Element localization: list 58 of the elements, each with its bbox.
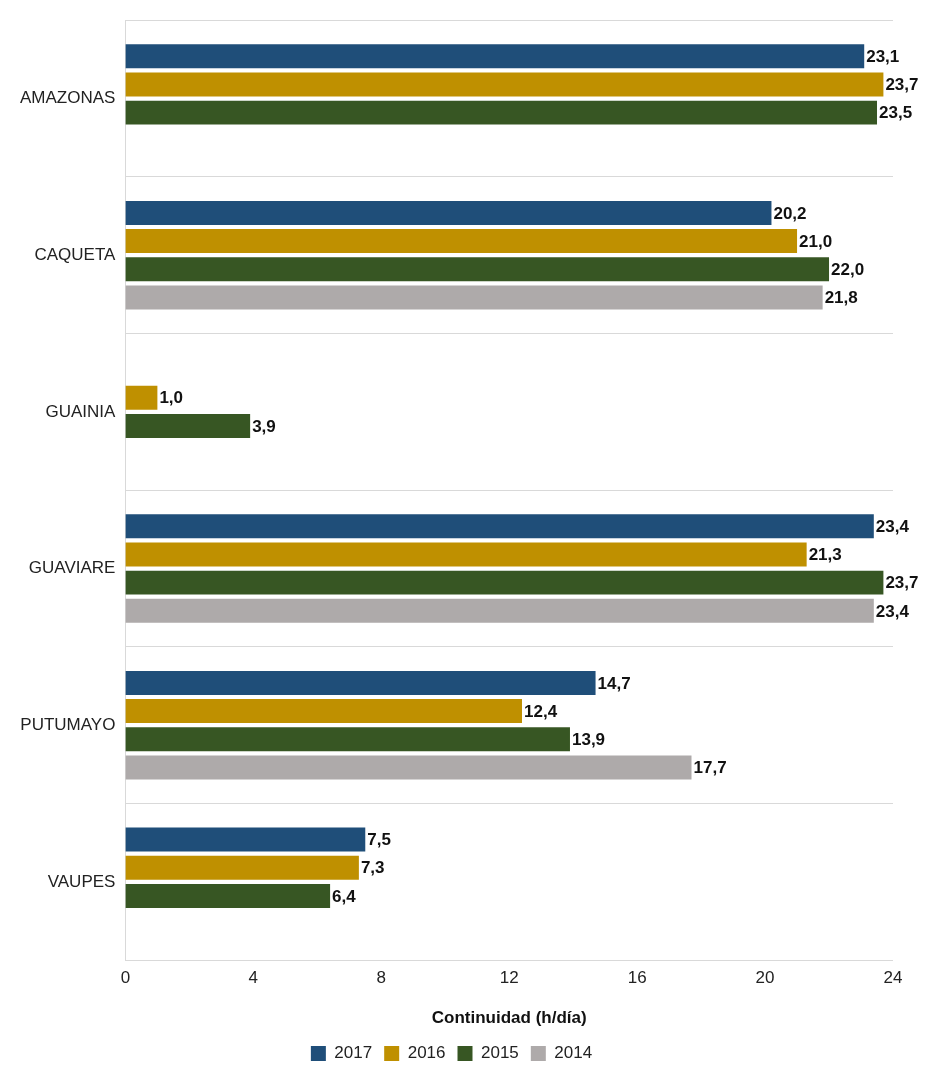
data-label: 23,1 (866, 46, 900, 66)
data-label: 21,8 (824, 288, 858, 308)
data-label: 7,3 (360, 858, 385, 878)
x-tick-label: 4 (248, 968, 259, 988)
data-label: 23,7 (885, 75, 919, 95)
bar (125, 385, 158, 410)
data-label: 21,0 (799, 231, 833, 251)
data-label: 14,7 (597, 673, 631, 693)
x-tick-label: 8 (376, 968, 386, 988)
x-tick-label: 16 (627, 968, 647, 988)
data-label: 17,7 (693, 758, 727, 778)
data-label: 20,2 (773, 203, 807, 223)
y-tick-label: GUAVIARE (28, 558, 116, 578)
data-label: 23,4 (875, 601, 910, 621)
bar (125, 883, 331, 908)
data-label: 22,0 (831, 259, 865, 279)
legend-label: 2015 (481, 1043, 519, 1063)
bar (125, 285, 823, 310)
legend-label: 2014 (554, 1043, 593, 1063)
bar (125, 257, 830, 282)
bar (125, 570, 884, 595)
x-tick-label: 12 (499, 968, 519, 988)
y-tick-label: CAQUETA (34, 244, 117, 264)
bar (125, 200, 772, 225)
bar (125, 670, 596, 695)
bar (125, 755, 692, 780)
data-label: 1,0 (159, 388, 184, 408)
data-label: 7,5 (367, 830, 391, 850)
bar (125, 72, 884, 97)
y-tick-label: VAUPES (47, 871, 116, 891)
bar (125, 229, 798, 254)
bar (125, 598, 874, 623)
bar (125, 100, 878, 125)
bar (125, 542, 807, 567)
y-tick-label: AMAZONAS (19, 88, 116, 108)
data-label: 23,7 (885, 573, 919, 593)
legend-label: 2016 (407, 1043, 446, 1063)
data-label: 23,5 (879, 103, 913, 123)
bar (125, 827, 366, 852)
bar (125, 44, 865, 69)
legend-label: 2017 (334, 1043, 373, 1063)
bar (125, 514, 874, 539)
bar (125, 727, 570, 752)
bar (125, 855, 359, 880)
x-tick-label: 24 (883, 968, 903, 988)
data-label: 13,9 (571, 729, 606, 749)
data-label: 12,4 (523, 701, 558, 721)
x-axis-title: Continuidad (h/día) (431, 1008, 587, 1028)
data-label: 6,4 (332, 886, 357, 906)
bar (125, 413, 251, 438)
x-tick-label: 20 (755, 968, 775, 988)
bar (125, 699, 522, 724)
data-label: 23,4 (875, 516, 910, 536)
data-label: 3,9 (252, 416, 276, 436)
data-label: 21,3 (808, 545, 842, 565)
y-tick-label: GUAINIA (45, 401, 117, 421)
y-tick-label: PUTUMAYO (20, 714, 116, 734)
x-tick-label: 0 (120, 968, 131, 988)
